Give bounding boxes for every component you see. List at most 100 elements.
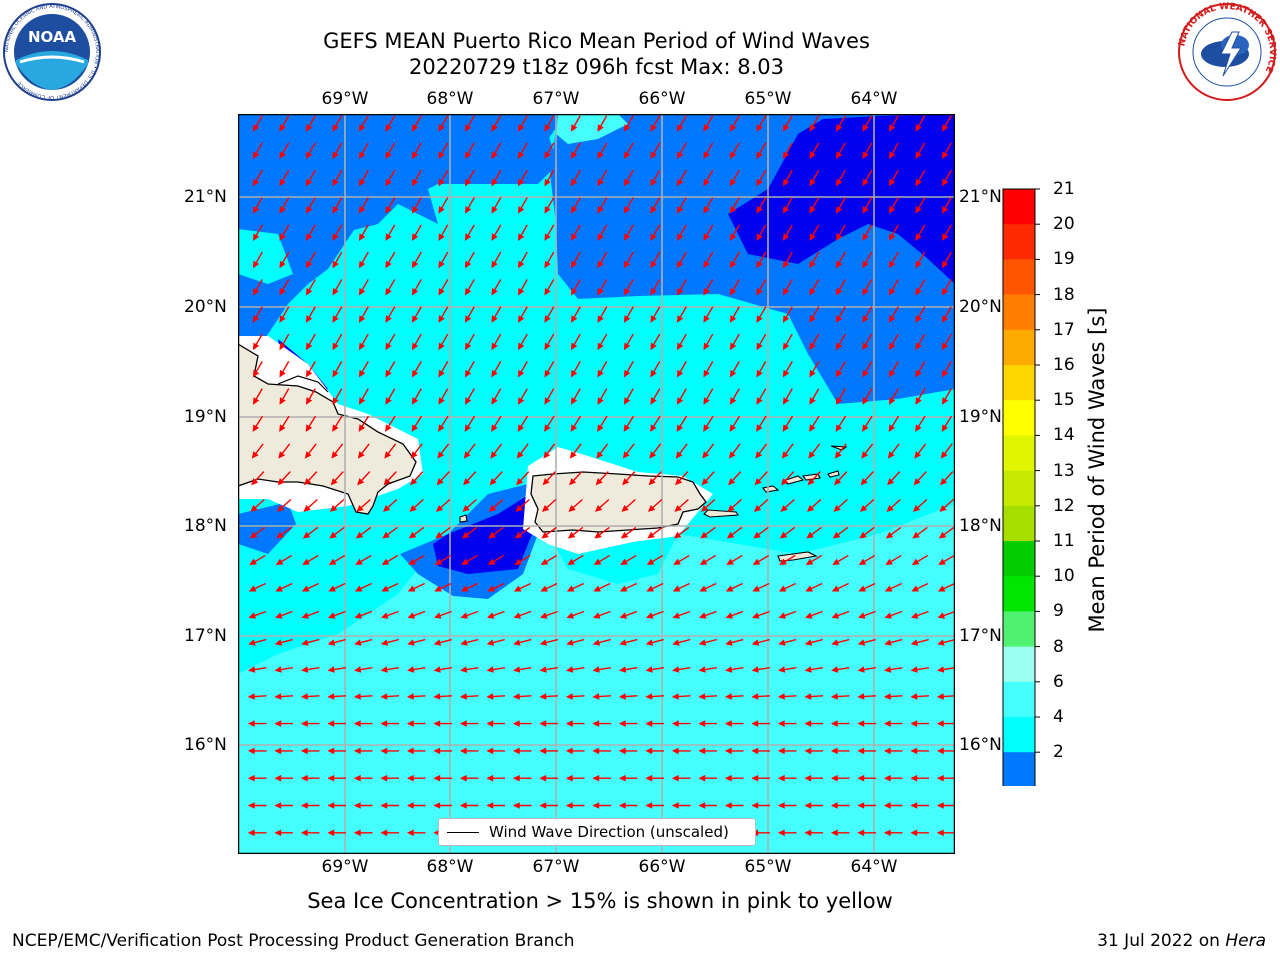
wind-arrow-head	[862, 260, 869, 269]
wind-arrow-head	[623, 397, 631, 405]
wind-arrow-head	[937, 585, 946, 592]
wind-arrow-head	[756, 288, 763, 296]
wind-arrow-head	[675, 478, 683, 486]
wind-arrow-head	[539, 666, 547, 673]
wind-arrow-head	[358, 424, 366, 432]
wind-arrow-head	[305, 233, 313, 241]
wind-arrow-head	[332, 424, 339, 432]
wind-arrow-head	[936, 802, 944, 809]
wind-arrow-head	[595, 478, 603, 486]
wind-arrow-head	[486, 747, 494, 755]
wind-arrow-head	[808, 451, 816, 459]
wind-arrow-head	[676, 260, 684, 269]
wind-arrow-head	[438, 124, 445, 132]
wind-arrow-head	[941, 342, 949, 351]
wind-arrow-head	[300, 747, 308, 755]
wind-arrow-head	[274, 802, 282, 809]
wind-arrow-head	[464, 206, 472, 214]
wind-arrow-head	[645, 639, 654, 646]
wind-arrow-head	[462, 504, 470, 512]
wind-arrow-head	[701, 478, 709, 486]
wind-arrow-head	[358, 260, 366, 269]
wind-arrow-head	[835, 424, 843, 432]
wind-arrow-head	[353, 720, 361, 727]
wind-arrow-head	[597, 315, 604, 323]
wind-arrow-head	[703, 260, 710, 269]
wind-arrow-head	[385, 151, 392, 160]
wind-arrow-head	[356, 504, 364, 512]
wind-arrow-head	[570, 369, 578, 378]
wind-arrow-head	[514, 558, 522, 565]
wind-arrow-head	[835, 178, 843, 187]
wind-arrow-head	[622, 478, 630, 486]
wind-arrow-head	[464, 178, 472, 187]
colorbar-tick-label: 20	[1053, 214, 1075, 235]
wind-arrow-head	[354, 639, 362, 646]
wind-arrow-head	[411, 369, 419, 378]
wind-arrow-head	[777, 720, 785, 727]
wind-arrow-head	[756, 151, 763, 160]
wind-arrow-head	[433, 774, 441, 782]
colorbar-bin	[1003, 752, 1035, 786]
wind-arrow-head	[279, 260, 286, 269]
wind-arrow-head	[751, 720, 759, 727]
wind-arrow-head	[407, 639, 415, 646]
wind-arrow-head	[623, 342, 631, 351]
wind-arrow-head	[592, 802, 600, 809]
wind-arrow-head	[353, 693, 361, 700]
wind-arrow-head	[862, 424, 869, 432]
wind-arrow-head	[302, 558, 310, 565]
wind-arrow-head	[645, 693, 653, 700]
wind-arrow-head	[385, 124, 392, 132]
wind-arrow-head	[486, 612, 495, 619]
wind-arrow-head	[698, 802, 706, 809]
wind-arrow-head	[857, 666, 865, 673]
wind-arrow-head	[832, 558, 840, 565]
wind-arrow-head	[703, 397, 710, 405]
wind-arrow-head	[513, 585, 522, 592]
wind-arrow-head	[251, 478, 259, 486]
wind-arrow-head	[883, 829, 891, 837]
wind-arrow-head	[804, 829, 812, 837]
wind-arrow-head	[782, 397, 790, 405]
wind-arrow-head	[385, 342, 392, 351]
wind-arrow-head	[486, 639, 495, 646]
wind-arrow-head	[857, 612, 866, 619]
wind-arrow-head	[597, 288, 604, 296]
wind-arrow-head	[645, 802, 653, 809]
footer-date: 31 Jul 2022 on Hera	[1097, 931, 1266, 951]
wind-arrow-head	[650, 151, 657, 160]
wind-arrow-head	[702, 451, 710, 459]
wind-arrow-head	[279, 233, 286, 241]
wind-arrow-head	[778, 585, 787, 592]
wind-arrow-head	[592, 774, 600, 782]
wind-arrow-head	[275, 558, 284, 565]
wind-arrow-head	[331, 451, 339, 459]
colorbar-tick-label: 19	[1053, 249, 1075, 270]
wind-arrow-head	[279, 342, 286, 351]
wind-arrow-head	[888, 342, 896, 351]
wind-arrow-head	[304, 478, 312, 486]
wind-arrow-head	[675, 451, 683, 459]
wind-arrow-head	[327, 829, 335, 837]
wind-arrow-head	[751, 802, 759, 809]
wind-arrow-head	[407, 666, 415, 673]
wind-arrow-head	[619, 639, 627, 646]
wind-arrow-head	[915, 288, 922, 296]
wind-arrow-head	[327, 747, 335, 755]
wind-arrow-head	[751, 639, 760, 646]
wind-arrow-head	[411, 424, 419, 432]
wind-arrow-head	[380, 666, 388, 673]
wind-arrow-head	[277, 478, 285, 486]
wind-arrow-head	[618, 802, 626, 809]
footer-host: Hera	[1225, 931, 1266, 951]
colorbar-bin	[1003, 189, 1035, 225]
wind-arrow-head	[911, 585, 919, 592]
wind-arrow-head	[380, 747, 388, 755]
wind-arrow-head	[248, 666, 256, 673]
wind-arrow-head	[380, 693, 388, 700]
wind-arrow-head	[491, 288, 498, 296]
wind-arrow-head	[676, 178, 684, 187]
wind-arrow-head	[358, 124, 366, 132]
wind-arrow-head	[673, 558, 681, 565]
